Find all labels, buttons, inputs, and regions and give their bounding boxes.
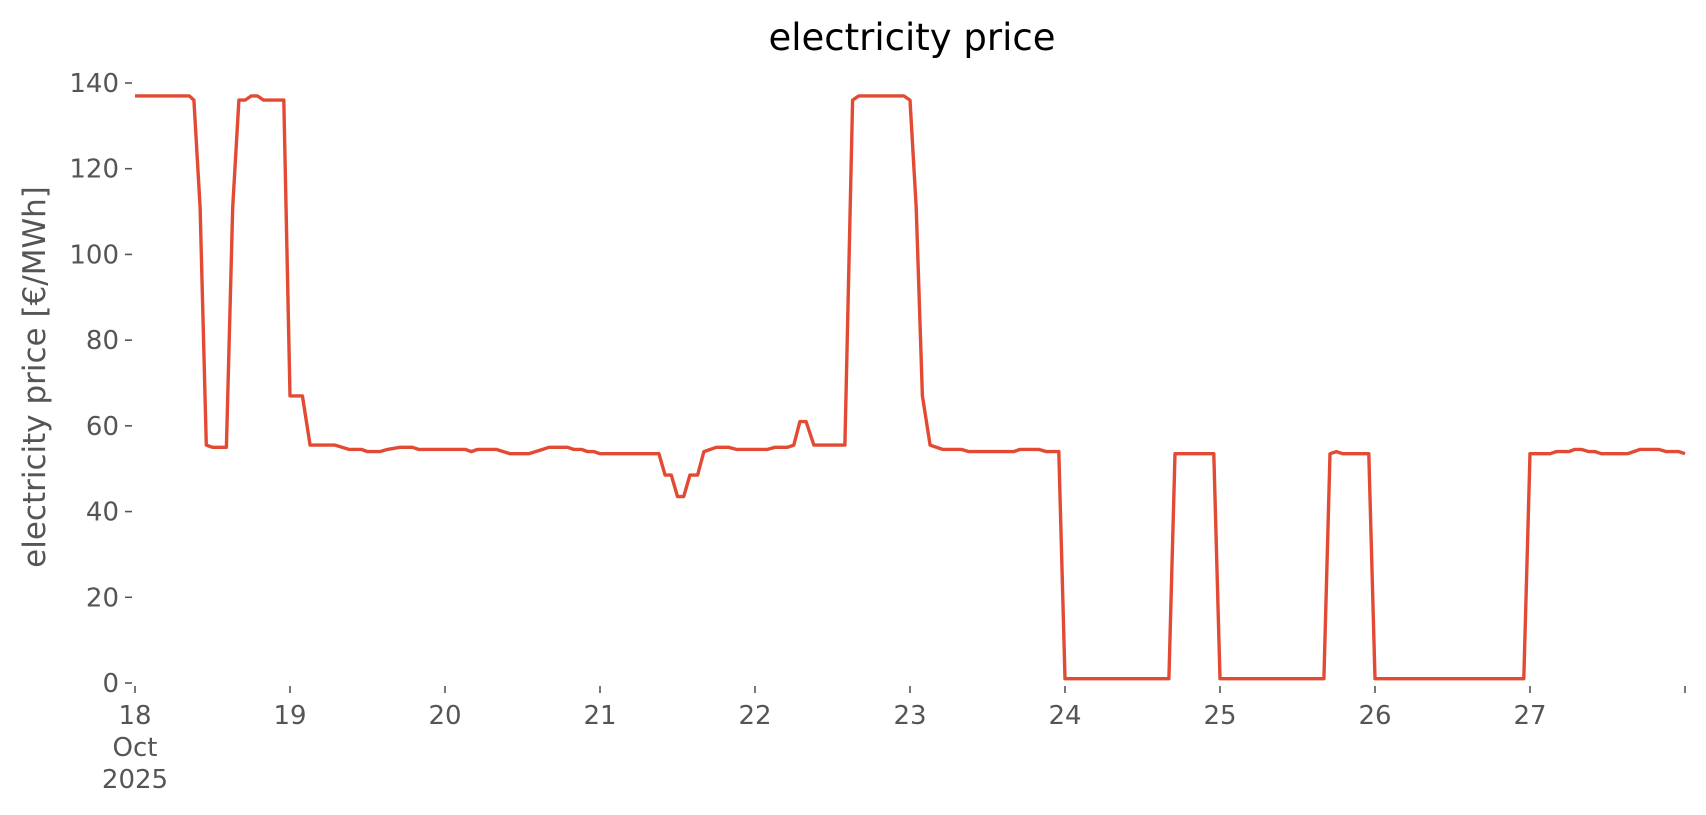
chart-title: electricity price (768, 16, 1055, 59)
y-axis: 0 20 40 60 80 100 120 140 (69, 69, 132, 699)
x-tick-label: 23 (893, 701, 926, 731)
series-line (135, 94, 1686, 681)
y-tick-label: 120 (69, 155, 119, 185)
x-tick-label: 20 (428, 701, 461, 731)
y-tick-label: 140 (69, 69, 119, 99)
x-tick-label: 19 (273, 701, 306, 731)
x-tick-label: 25 (1203, 701, 1236, 731)
x-tick-label: 22 (738, 701, 771, 731)
y-tick-label: 40 (86, 498, 119, 528)
y-tick-label: 100 (69, 240, 119, 270)
x-tick-label: 18 (118, 701, 151, 731)
x-tick-label: 21 (583, 701, 616, 731)
y-tick-label: 20 (86, 583, 119, 613)
x-tick-label: 26 (1358, 701, 1391, 731)
x-tick-label: 24 (1048, 701, 1081, 731)
series-layer (135, 94, 1686, 681)
y-tick-label: 80 (86, 326, 119, 356)
y-tick-label: 0 (102, 669, 119, 699)
x-tick-label: 2025 (102, 765, 168, 795)
x-tick-label: Oct (113, 733, 158, 763)
x-tick-label: 27 (1513, 701, 1546, 731)
y-tick-label: 60 (86, 412, 119, 442)
y-axis-title: electricity price [€/MWh] (17, 186, 53, 568)
